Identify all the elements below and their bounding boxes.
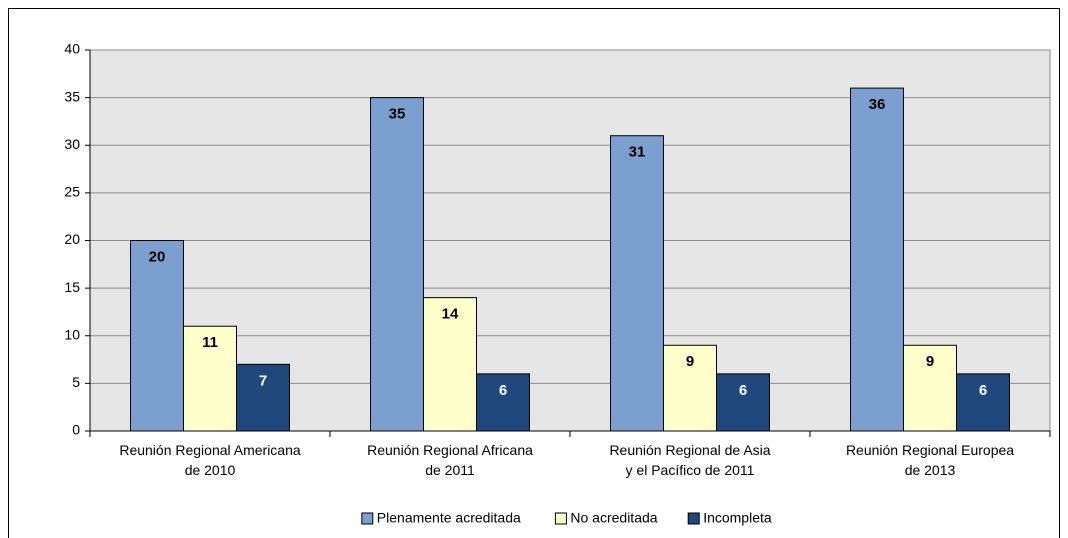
y-tick-label: 40 — [64, 41, 80, 57]
value-label: 11 — [202, 334, 218, 351]
y-tick-label: 35 — [64, 88, 80, 104]
x-tick-label-line: de 2013 — [905, 462, 956, 478]
y-tick-label: 15 — [64, 279, 80, 295]
bar — [850, 87, 904, 432]
value-label: 35 — [389, 106, 406, 123]
y-tick-label: 20 — [64, 231, 80, 247]
x-tick-label: Reunión Regional Africana de 2011 — [367, 442, 533, 478]
y-tick-label: 25 — [64, 184, 80, 200]
value-label: 20 — [149, 248, 166, 265]
bar — [183, 325, 237, 432]
legend-swatch — [687, 512, 700, 525]
y-tick-label: 30 — [64, 136, 80, 152]
y-tick-label: 10 — [64, 326, 80, 342]
value-label: 6 — [499, 382, 507, 399]
legend-label: No acreditada — [570, 510, 657, 526]
x-tick-label-line: Reunión Regional Africana — [367, 442, 533, 458]
bar — [956, 373, 1010, 432]
x-tick-label-line: Reunión Regional Americana — [119, 442, 301, 458]
legend-swatch — [361, 512, 374, 525]
value-label: 6 — [739, 382, 747, 399]
x-tick-label-line: Reunión Regional de Asia — [609, 442, 770, 458]
y-tick-label: 5 — [72, 374, 80, 390]
value-label: 14 — [442, 306, 459, 323]
bar — [476, 373, 530, 432]
bar — [370, 97, 424, 432]
bar — [423, 297, 477, 432]
x-tick-label: Reunión Regional Europea de 2013 — [846, 442, 1014, 478]
value-label: 36 — [869, 96, 886, 113]
x-tick-label: Reunión Regional de Asia y el Pacífico de… — [609, 442, 770, 478]
bar — [716, 373, 770, 432]
value-label: 9 — [686, 353, 694, 370]
value-label: 31 — [629, 144, 646, 161]
bar — [903, 344, 957, 432]
bar — [130, 240, 184, 432]
legend-label: Plenamente acreditada — [377, 510, 521, 526]
value-label: 9 — [926, 353, 934, 370]
value-label: 7 — [259, 372, 267, 389]
x-tick-label-line: y el Pacífico de 2011 — [626, 462, 755, 478]
y-tick-label: 0 — [72, 422, 80, 438]
x-tick-label-line: de 2010 — [185, 462, 236, 478]
x-tick-label-line: Reunión Regional Europea — [846, 442, 1014, 458]
legend-swatch — [554, 512, 567, 525]
bar — [236, 363, 290, 432]
bar — [610, 135, 664, 432]
x-tick-label: Reunión Regional Americana de 2010 — [119, 442, 301, 478]
x-tick-label-line: de 2011 — [425, 462, 475, 478]
value-label: 6 — [979, 382, 987, 399]
legend-label: Incompleta — [703, 510, 772, 526]
